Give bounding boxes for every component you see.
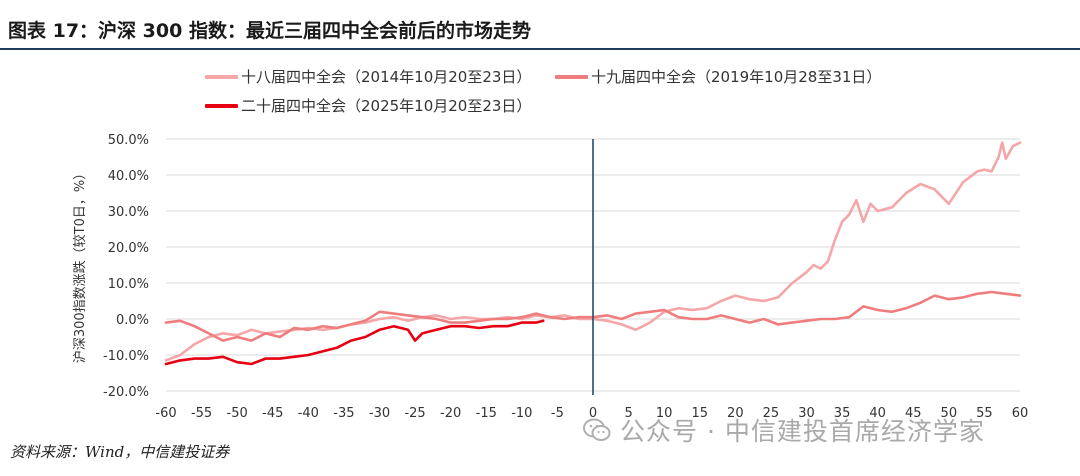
title-bar: 图表 17：沪深 300 指数：最近三届四中全会前后的市场走势: [0, 0, 1080, 50]
x-tick-label: 35: [834, 406, 851, 421]
y-tick-label: 40.0%: [108, 169, 149, 184]
legend-label-19: 十九届四中全会（2019年10月28至31日）: [591, 68, 882, 86]
x-tick-label: 55: [976, 406, 993, 421]
y-tick-label: -10.0%: [103, 349, 149, 364]
legend-label-18: 十八届四中全会（2014年10月20至23日）: [241, 68, 532, 86]
x-tick-label: -10: [511, 406, 532, 421]
x-tick-label: 45: [905, 406, 922, 421]
legend-swatch-19: [555, 74, 588, 79]
x-tick-label: -40: [298, 406, 319, 421]
legend-item-20: 二十届四中全会（2025年10月20至23日）: [205, 95, 531, 116]
legend: 十八届四中全会（2014年10月20至23日） 十九届四中全会（2019年10月…: [0, 62, 1080, 122]
y-tick-label: 0.0%: [116, 313, 149, 328]
x-tick-label: 0: [589, 406, 597, 421]
x-tick-label: -25: [404, 406, 425, 421]
y-tick-label: 50.0%: [108, 133, 149, 148]
x-tick-label: -20: [440, 406, 461, 421]
legend-swatch-18: [205, 74, 238, 79]
x-tick-label: -55: [191, 406, 212, 421]
title-rule: [0, 48, 1080, 50]
x-tick-label: 20: [727, 406, 744, 421]
x-tick-label: 10: [656, 406, 673, 421]
y-axis-label: 沪深300指数涨跌（较T0日，%）: [72, 167, 88, 363]
x-tick-label: 30: [798, 406, 815, 421]
chart-title: 图表 17：沪深 300 指数：最近三届四中全会前后的市场走势: [8, 20, 531, 42]
x-tick-label: -45: [262, 406, 283, 421]
y-tick-label: 20.0%: [108, 241, 149, 256]
y-tick-label: -20.0%: [103, 385, 149, 400]
legend-item-19: 十九届四中全会（2019年10月28至31日）: [555, 66, 881, 87]
legend-item-18: 十八届四中全会（2014年10月20至23日）: [205, 66, 531, 87]
x-tick-label: 60: [1012, 406, 1029, 421]
x-tick-label: -60: [155, 406, 176, 421]
series-line-18: [164, 141, 1022, 362]
x-tick-label: 5: [624, 406, 632, 421]
x-tick-label: -35: [333, 406, 354, 421]
x-tick-label: 25: [763, 406, 780, 421]
legend-swatch-20: [205, 103, 238, 108]
y-tick-label: 10.0%: [108, 277, 149, 292]
x-tick-label: -50: [227, 406, 248, 421]
watermark: 公众号 · 中信建投首席经济学家: [582, 412, 985, 448]
x-tick-label: 50: [941, 406, 958, 421]
source-note: 资料来源：Wind，中信建投证券: [10, 443, 230, 461]
x-tick-label: 40: [869, 406, 886, 421]
series-line-20: [164, 319, 545, 366]
x-tick-label: -5: [551, 406, 564, 421]
watermark-text: 公众号 · 中信建投首席经济学家: [620, 417, 985, 446]
x-tick-label: -30: [369, 406, 390, 421]
wechat-icon: [583, 418, 611, 441]
x-tick-label: -15: [476, 406, 497, 421]
legend-label-20: 二十届四中全会（2025年10月20至23日）: [241, 97, 532, 115]
y-tick-label: 30.0%: [108, 205, 149, 220]
x-tick-label: 15: [691, 406, 708, 421]
